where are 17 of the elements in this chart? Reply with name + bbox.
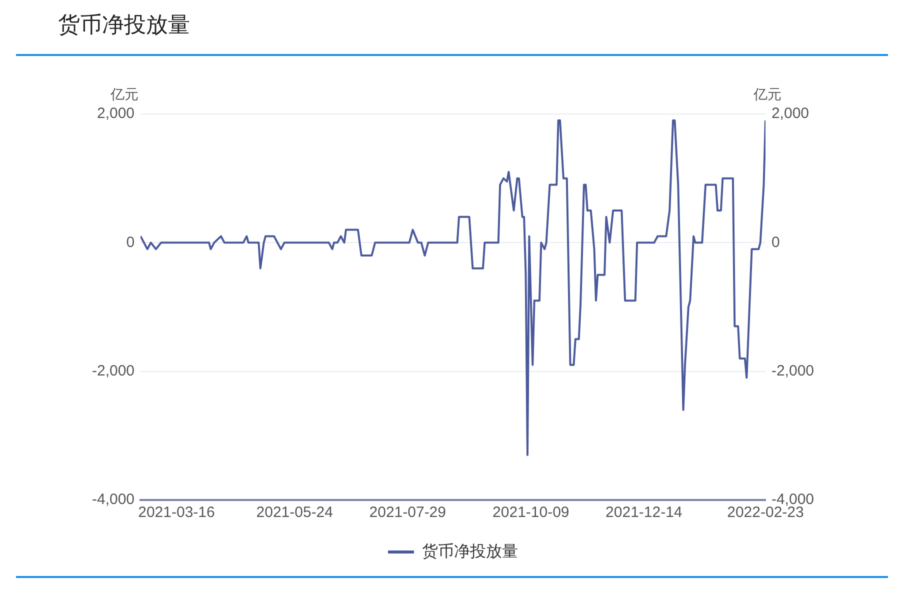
chart-title: 货币净投放量 [58, 11, 190, 39]
y2-tick-label: 0 [771, 234, 780, 251]
x-tick-label: 2021-12-14 [606, 504, 682, 522]
x-tick-label: 2021-05-24 [256, 504, 333, 522]
y-tick-label: -4,000 [92, 491, 135, 508]
y2-tick-label: -2,000 [771, 362, 814, 380]
x-tick-label: 2021-03-16 [138, 504, 215, 522]
y-tick-label: -2,000 [92, 362, 135, 380]
y-axis-title: 亿元 [110, 86, 139, 102]
y2-axis-title: 亿元 [752, 86, 782, 102]
x-tick-label: 2022-02-23 [727, 504, 804, 522]
x-tick-label: 2021-10-09 [492, 504, 570, 522]
y-tick-label: 0 [126, 234, 135, 251]
y2-tick-label: 2,000 [771, 105, 810, 122]
x-tick-label: 2021-07-29 [369, 504, 446, 522]
legend-label: 货币净投放量 [422, 542, 518, 560]
y-tick-label: 2,000 [96, 105, 135, 122]
